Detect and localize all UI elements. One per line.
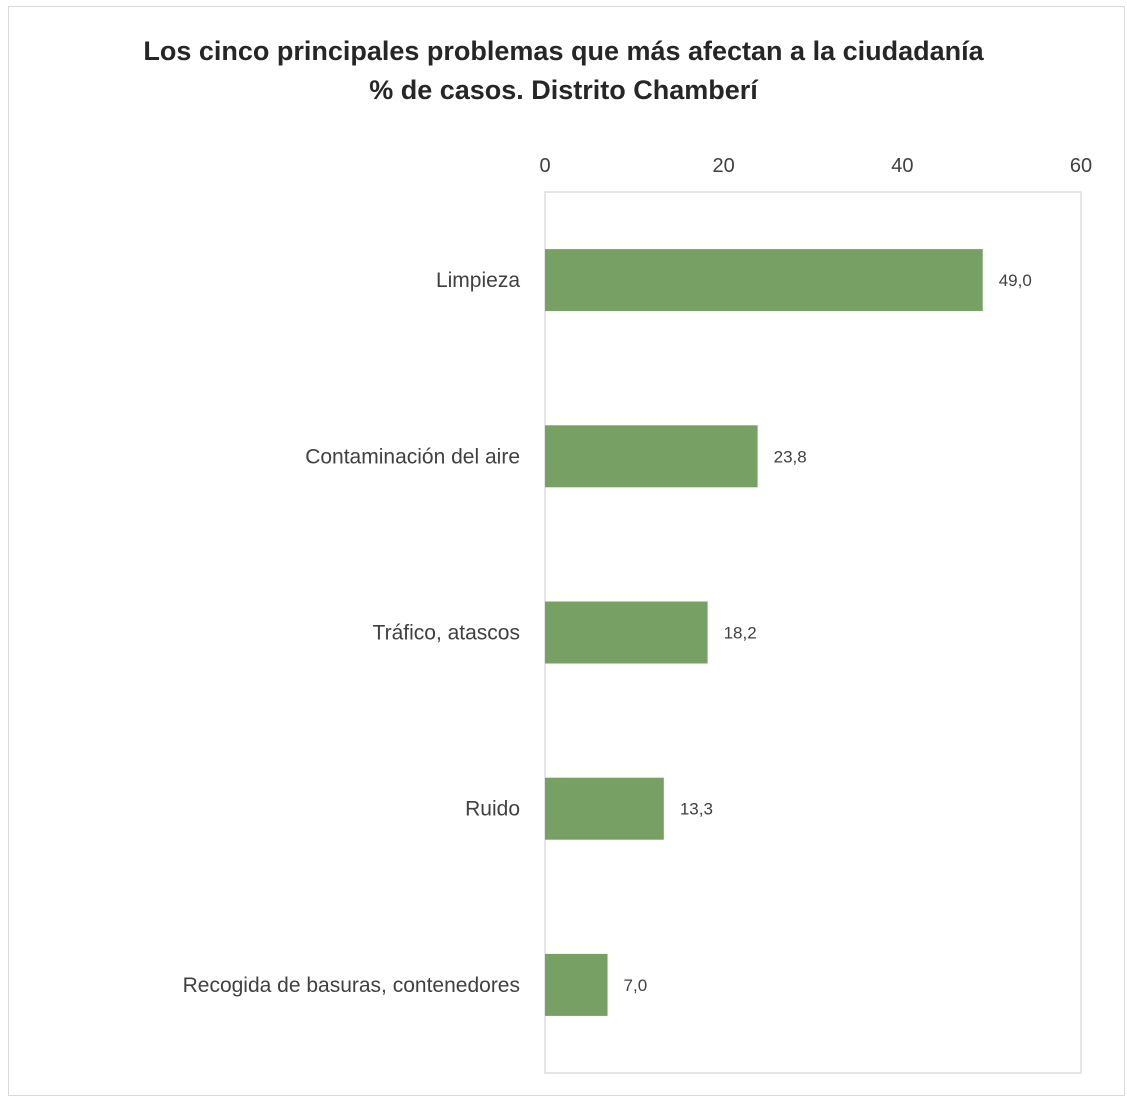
x-tick-label: 0: [539, 155, 550, 177]
data-label: 13,3: [680, 800, 713, 819]
data-label: 18,2: [724, 624, 757, 643]
bar: [545, 777, 664, 840]
data-label: 7,0: [624, 976, 648, 995]
category-label: Ruido: [465, 798, 520, 821]
x-tick-label: 60: [1070, 155, 1092, 177]
x-tick-label: 20: [713, 155, 735, 177]
chart-title-line-1: Los cinco principales problemas que más …: [143, 36, 984, 66]
bar: [545, 249, 983, 312]
category-label: Tráfico, atascos: [373, 622, 520, 645]
x-tick-label: 40: [891, 155, 913, 177]
data-label: 49,0: [999, 271, 1032, 290]
chart-title-line-2: % de casos. Distrito Chamberí: [369, 75, 758, 105]
category-label: Contaminación del aire: [305, 445, 520, 468]
category-label: Limpieza: [436, 269, 520, 292]
chart-frame: [8, 6, 1125, 1096]
bar: [545, 425, 758, 488]
category-label: Recogida de basuras, contenedores: [183, 974, 520, 997]
bar: [545, 953, 608, 1016]
bar: [545, 601, 708, 664]
data-label: 23,8: [774, 447, 807, 466]
